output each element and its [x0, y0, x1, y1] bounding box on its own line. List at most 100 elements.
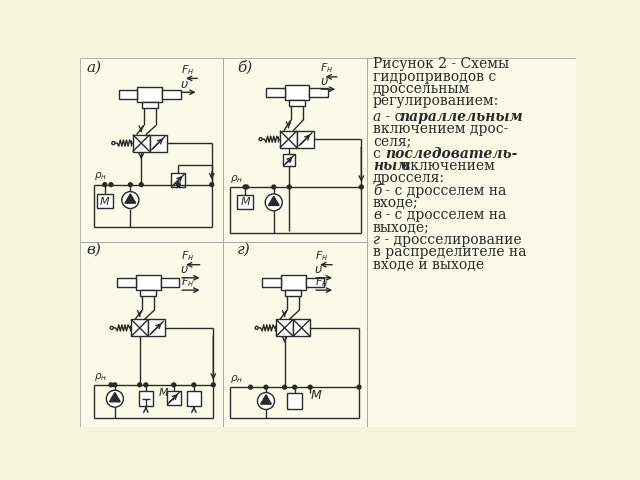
Circle shape	[140, 183, 143, 187]
Text: в: в	[373, 208, 381, 222]
Bar	[136, 275, 161, 290]
Text: - с: - с	[381, 110, 406, 124]
Text: $F_н$: $F_н$	[315, 249, 328, 263]
Bar	[237, 195, 253, 208]
Circle shape	[244, 185, 248, 189]
Bar	[119, 90, 138, 99]
Circle shape	[357, 385, 361, 389]
Circle shape	[109, 183, 113, 187]
Bar	[142, 102, 157, 108]
Bar	[172, 173, 186, 187]
Text: M: M	[159, 388, 169, 397]
Text: б): б)	[237, 60, 253, 74]
Circle shape	[257, 393, 275, 409]
Text: г: г	[373, 233, 380, 247]
Text: M: M	[240, 197, 250, 207]
Text: последователь-: последователь-	[385, 147, 518, 161]
Bar	[223, 58, 367, 242]
Bar	[297, 131, 314, 148]
Bar	[293, 319, 310, 336]
Polygon shape	[268, 196, 279, 205]
Circle shape	[248, 385, 252, 389]
Bar	[161, 278, 179, 287]
Text: υ: υ	[180, 78, 188, 91]
Circle shape	[259, 138, 262, 141]
Text: б: б	[373, 184, 381, 198]
Circle shape	[243, 185, 247, 189]
Text: входе и выходе: входе и выходе	[373, 258, 484, 272]
Text: включением: включением	[397, 159, 495, 173]
Circle shape	[177, 183, 180, 187]
Text: $ρ_н$: $ρ_н$	[230, 173, 243, 185]
Bar	[309, 88, 328, 97]
Text: υ: υ	[315, 263, 322, 276]
Bar	[276, 319, 293, 336]
Circle shape	[112, 142, 115, 144]
Text: регулированием:: регулированием:	[373, 95, 499, 108]
Text: M: M	[310, 389, 321, 402]
Bar	[138, 87, 162, 102]
Circle shape	[103, 183, 107, 187]
Circle shape	[113, 383, 117, 387]
Text: $F_н$: $F_н$	[180, 275, 194, 288]
Text: $F_н$: $F_н$	[315, 275, 328, 288]
Text: $F_н$: $F_н$	[180, 63, 194, 77]
Bar	[285, 290, 301, 296]
Text: $ρ_н$: $ρ_н$	[230, 373, 243, 385]
Polygon shape	[125, 194, 136, 203]
Bar	[280, 131, 297, 148]
Circle shape	[106, 390, 124, 407]
Text: выходе;: выходе;	[373, 221, 429, 235]
Text: υ: υ	[320, 75, 328, 88]
Circle shape	[272, 185, 276, 189]
Bar	[97, 194, 113, 208]
Circle shape	[292, 385, 296, 389]
Bar	[367, 58, 576, 427]
Bar	[223, 242, 367, 427]
Bar	[266, 88, 285, 97]
Circle shape	[122, 192, 139, 208]
Bar	[187, 391, 201, 407]
Text: - дросселирование: - дросселирование	[380, 233, 522, 247]
Bar	[289, 100, 305, 106]
Bar	[262, 278, 281, 287]
Text: включением дрос-: включением дрос-	[373, 122, 508, 136]
Bar	[287, 393, 303, 409]
Text: в распределителе на: в распределителе на	[373, 245, 527, 259]
Text: $ρ_н$: $ρ_н$	[94, 170, 107, 182]
Text: $F_н$: $F_н$	[320, 61, 333, 75]
Text: M: M	[100, 197, 109, 206]
Circle shape	[287, 185, 291, 189]
Text: υ: υ	[180, 263, 188, 276]
Text: - с дросселем на: - с дросселем на	[381, 208, 506, 222]
Circle shape	[172, 383, 176, 387]
Circle shape	[308, 385, 312, 389]
Bar	[281, 275, 305, 290]
Text: дросселя:: дросселя:	[373, 171, 445, 185]
Bar	[285, 84, 309, 100]
Circle shape	[265, 194, 282, 211]
Text: с: с	[373, 147, 385, 161]
Circle shape	[211, 383, 215, 387]
Circle shape	[129, 183, 132, 187]
Circle shape	[255, 326, 259, 329]
Text: селя;: селя;	[373, 134, 412, 148]
Text: ным: ным	[373, 159, 410, 173]
Circle shape	[109, 383, 113, 387]
Bar	[162, 90, 180, 99]
Text: дроссельным: дроссельным	[373, 82, 470, 96]
Text: Рисунок 2 - Схемы: Рисунок 2 - Схемы	[373, 58, 509, 72]
Text: г): г)	[237, 242, 251, 256]
Bar	[140, 290, 156, 296]
Text: - с дросселем на: - с дросселем на	[381, 184, 506, 198]
Text: $F_н$: $F_н$	[180, 249, 194, 263]
Polygon shape	[260, 395, 271, 404]
Circle shape	[264, 385, 268, 389]
Text: а): а)	[86, 60, 101, 74]
Bar	[283, 154, 296, 166]
Bar	[150, 134, 167, 152]
Bar	[167, 391, 180, 405]
Text: параллельным: параллельным	[399, 110, 523, 124]
Text: гидроприводов с: гидроприводов с	[373, 70, 496, 84]
Bar	[305, 278, 324, 287]
